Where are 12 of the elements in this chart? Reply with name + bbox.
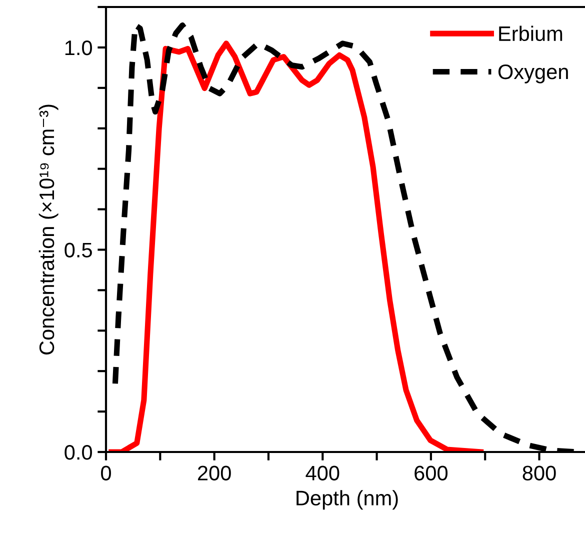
legend-label: Erbium — [499, 26, 562, 42]
y-tick-label: 0.5 — [64, 242, 92, 258]
x-tick-label: 600 — [414, 466, 448, 480]
y-axis-title: Concentration (×10¹⁹ cm⁻³) — [38, 104, 58, 354]
y-tick-label: 1.0 — [65, 40, 92, 56]
x-tick-label: 800 — [522, 466, 556, 480]
y-tick-label: 0.0 — [64, 445, 92, 460]
x-tick-label: 400 — [306, 466, 340, 480]
legend-label: Oxygen — [498, 64, 568, 84]
x-tick-label: 200 — [198, 466, 231, 480]
x-axis-title: Depth (nm) — [296, 490, 398, 510]
x-tick-label: 0 — [101, 466, 111, 480]
